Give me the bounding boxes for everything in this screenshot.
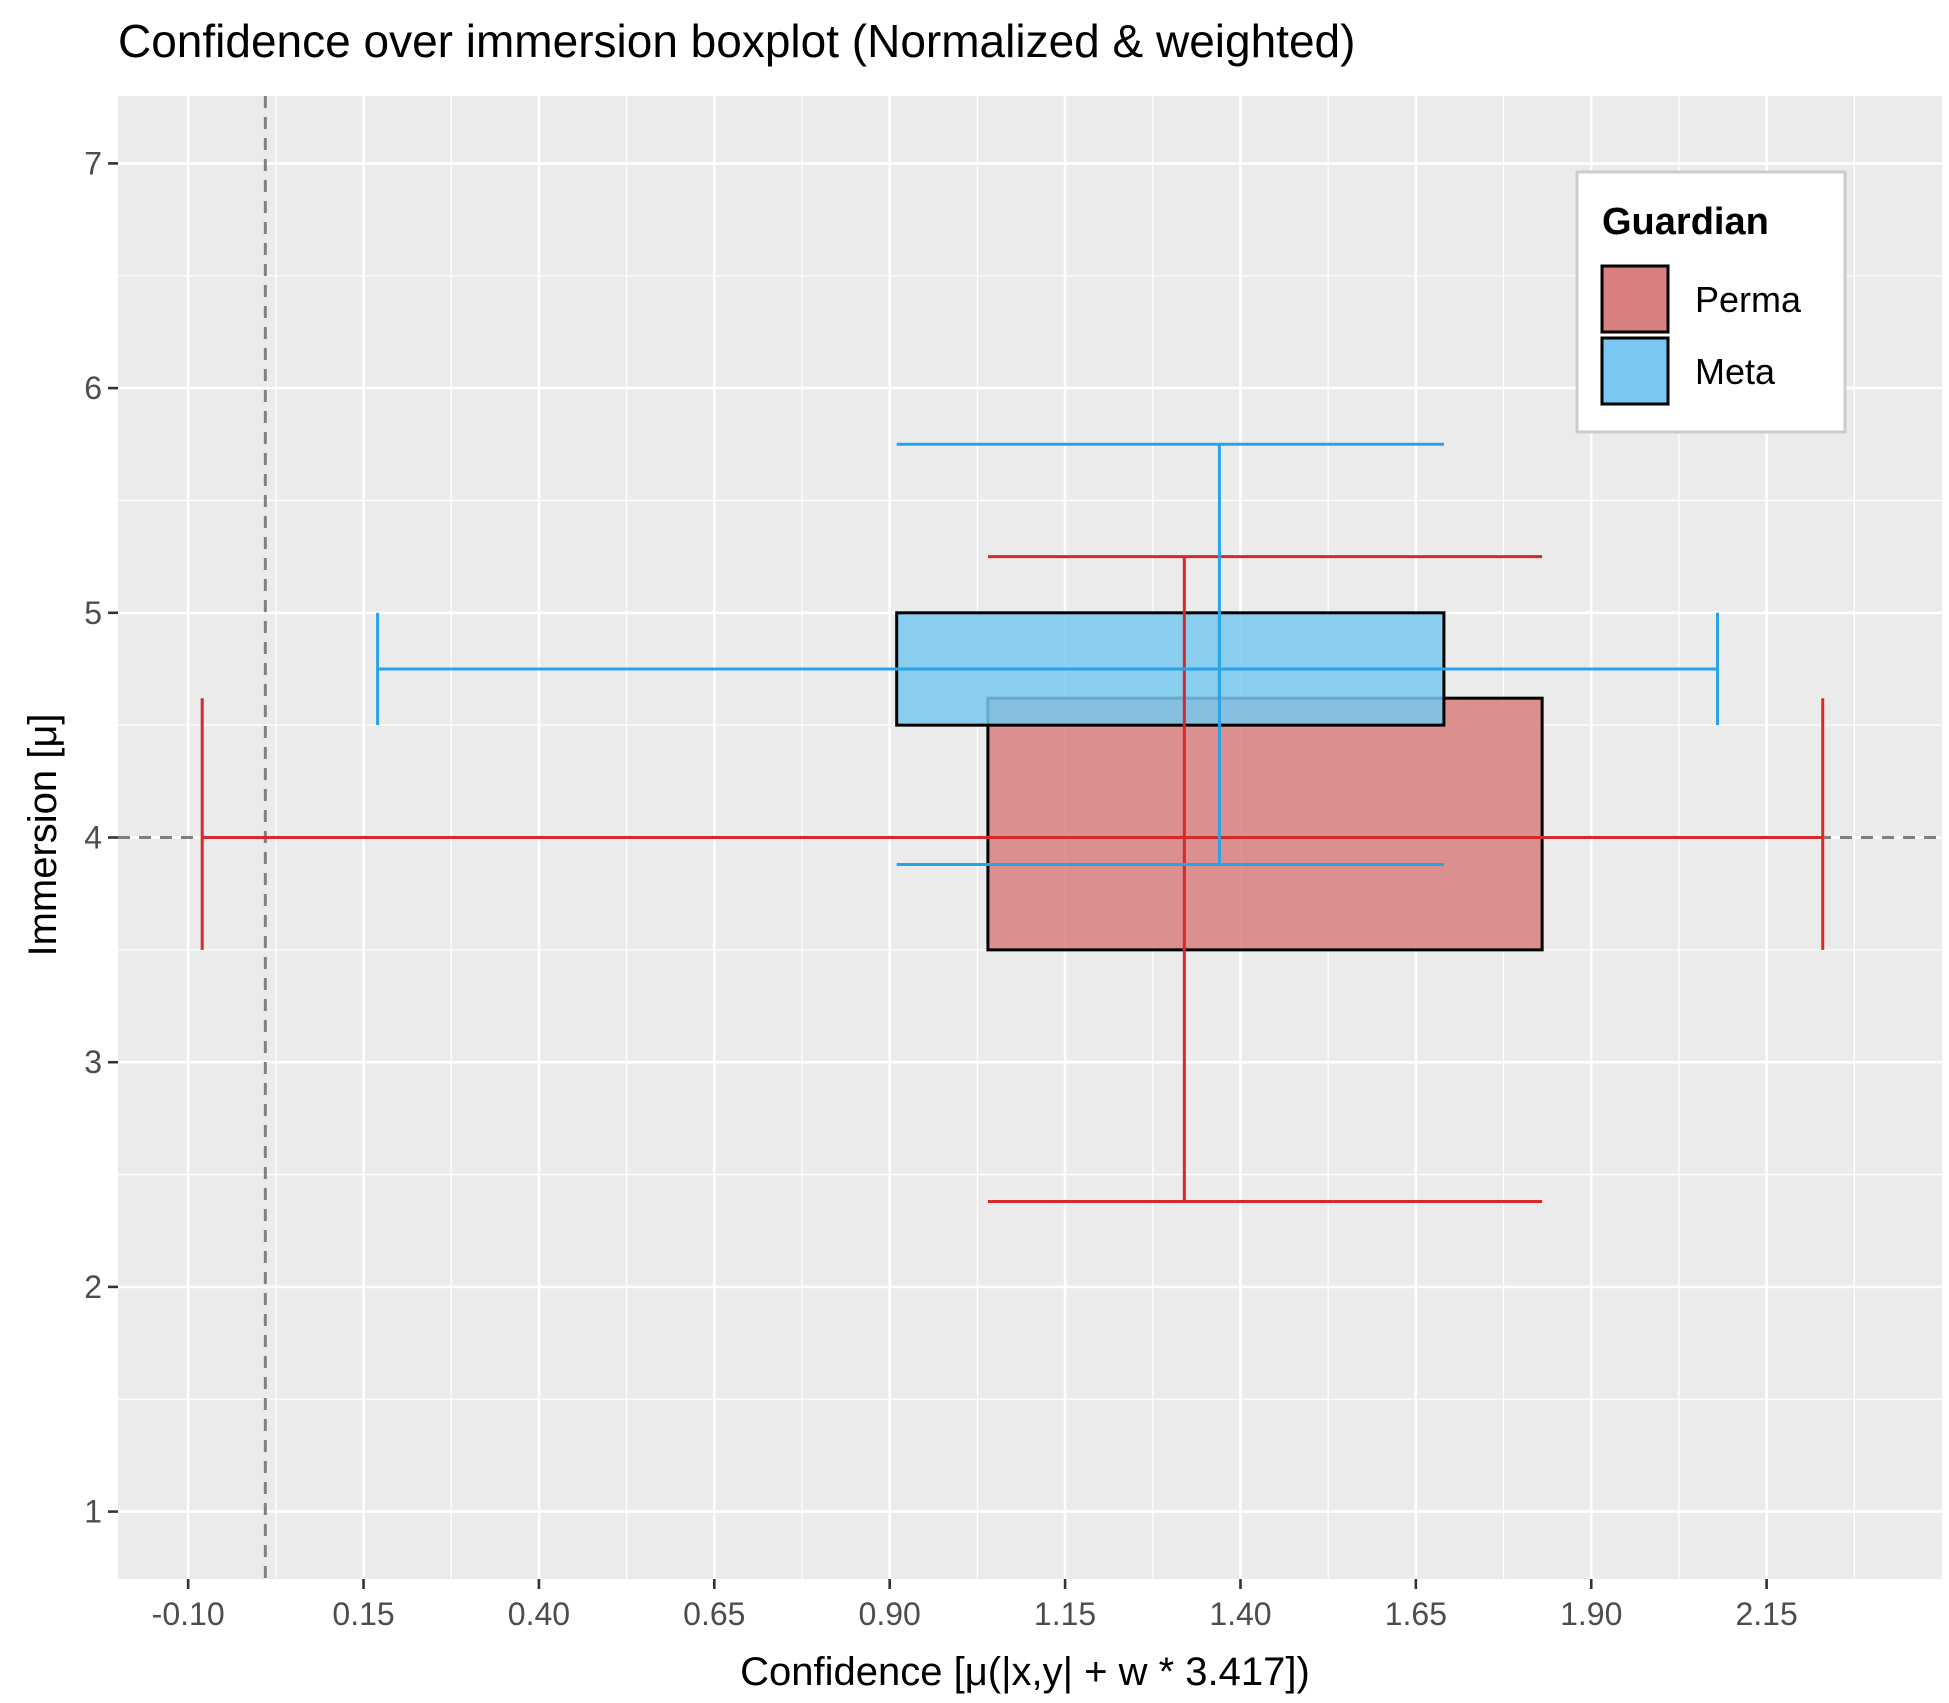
x-tick-label: 0.90 [859, 1596, 921, 1632]
x-axis-title: Confidence [μ(|x,y| + w * 3.417]) [740, 1650, 1310, 1694]
y-tick-label: 2 [84, 1269, 102, 1305]
x-tick-label: 1.15 [1034, 1596, 1096, 1632]
x-tick-label: 2.15 [1735, 1596, 1797, 1632]
y-tick-label: 1 [84, 1494, 102, 1530]
x-tick-label: 0.65 [683, 1596, 745, 1632]
y-tick-label: 3 [84, 1044, 102, 1080]
box-perma [986, 696, 1544, 952]
legend: Guardian Perma Meta [1575, 170, 1847, 434]
y-axis-ticks: 1 2 3 4 5 6 7 [84, 145, 118, 1530]
x-tick-label: 1.65 [1385, 1596, 1447, 1632]
x-tick-label: 0.40 [508, 1596, 570, 1632]
x-tick-label: 1.40 [1209, 1596, 1271, 1632]
legend-key-perma [1600, 264, 1670, 334]
legend-title: Guardian [1602, 201, 1769, 243]
y-tick-label: 6 [84, 370, 102, 406]
x-axis-ticks: -0.10 0.15 0.40 0.65 0.90 1.15 1.40 1.65 1.90 2.1… [152, 1579, 1798, 1632]
y-tick-label: 4 [84, 820, 102, 856]
x-tick-label: -0.10 [152, 1596, 225, 1632]
chart-title: Confidence over immersion boxplot (Norma… [118, 15, 1356, 67]
y-tick-label: 5 [84, 595, 102, 631]
legend-label-meta: Meta [1695, 351, 1776, 392]
y-tick-label: 7 [84, 145, 102, 181]
legend-key-meta [1600, 336, 1670, 406]
y-axis-title: Immersion [μ] [21, 713, 65, 956]
x-tick-label: 0.15 [332, 1596, 394, 1632]
legend-label-perma: Perma [1695, 279, 1802, 320]
box-series [200, 442, 1825, 1204]
x-tick-label: 1.90 [1560, 1596, 1622, 1632]
